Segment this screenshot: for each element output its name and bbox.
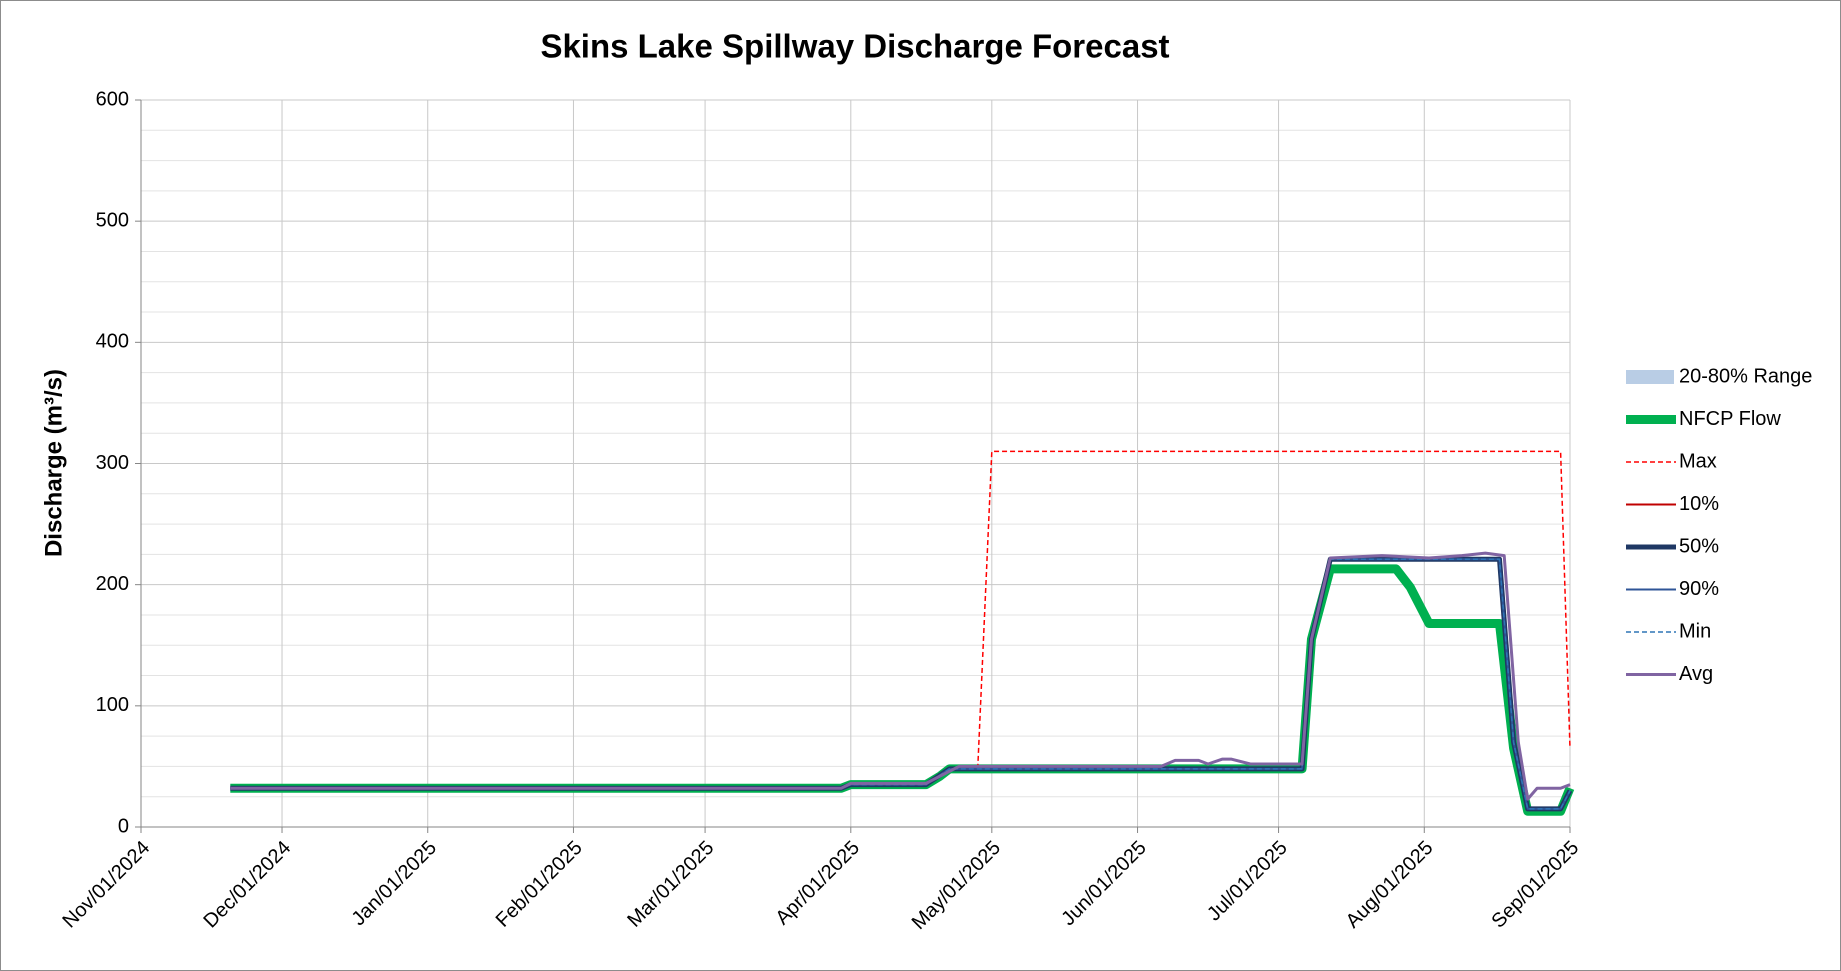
- legend-label: 50%: [1679, 535, 1719, 557]
- y-tick-label: 300: [96, 452, 129, 474]
- legend-label: Avg: [1679, 663, 1713, 685]
- y-tick-label: 0: [118, 815, 129, 837]
- legend-label: NFCP Flow: [1679, 408, 1781, 430]
- legend-label: 90%: [1679, 578, 1719, 600]
- series-line: [976, 450, 1571, 769]
- legend-label: Min: [1679, 620, 1711, 642]
- y-tick-label: 400: [96, 331, 129, 353]
- y-tick-label: 200: [96, 573, 129, 595]
- y-tick-label: 600: [96, 88, 129, 110]
- legend-label: Max: [1679, 450, 1717, 472]
- y-axis-label: Discharge (m³/s): [40, 369, 67, 557]
- y-tick-label: 500: [96, 209, 129, 231]
- y-tick-label: 100: [96, 694, 129, 716]
- legend-label: 10%: [1679, 493, 1719, 515]
- legend-label: 20-80% Range: [1679, 365, 1812, 387]
- legend-swatch: [1626, 370, 1674, 384]
- chart-title: Skins Lake Spillway Discharge Forecast: [540, 28, 1169, 65]
- series-line: [230, 551, 1571, 801]
